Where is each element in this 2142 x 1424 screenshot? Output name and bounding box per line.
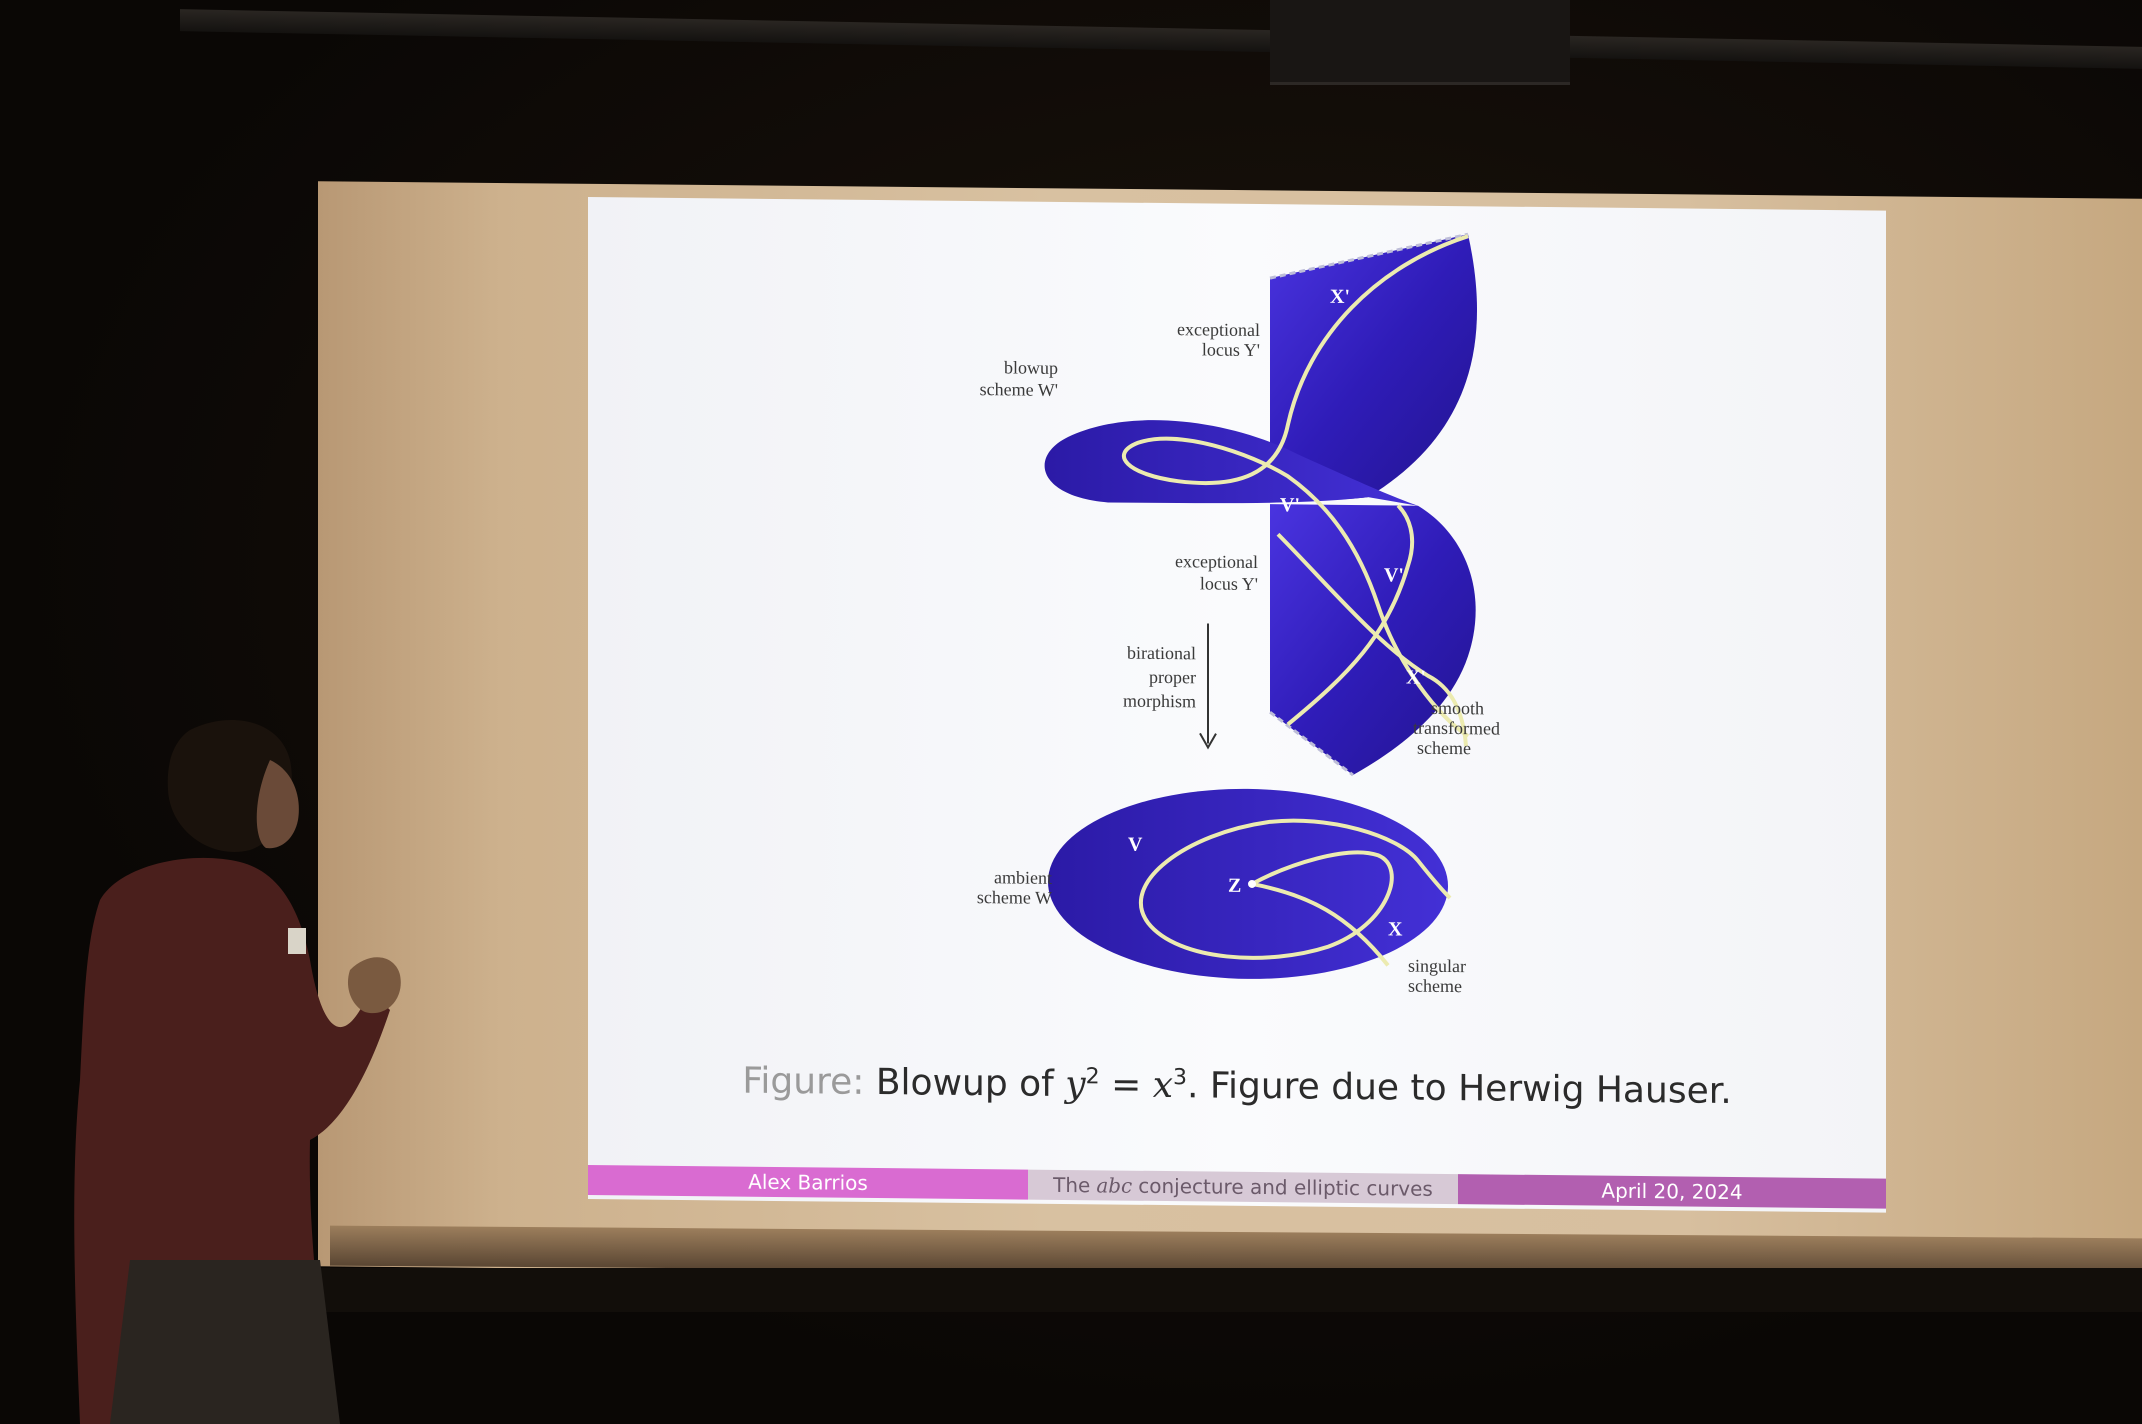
label-exceptional-mid-1: exceptional xyxy=(1175,551,1258,572)
caption-math-rhs-exp: 3 xyxy=(1173,1065,1188,1091)
presentation-slide: X' V' V' X' exceptional locus Y' blowup … xyxy=(588,197,1886,1213)
footer-title: The abc conjecture and elliptic curves xyxy=(1028,1169,1458,1205)
label-ambient-1: ambient xyxy=(994,867,1052,888)
point-z: Z xyxy=(1228,875,1241,897)
footer-title-after: conjecture and elliptic curves xyxy=(1138,1173,1433,1201)
label-exceptional-top-1: exceptional xyxy=(1177,319,1260,340)
point-x-prime-top: X' xyxy=(1330,286,1350,308)
footer-author: Alex Barrios xyxy=(588,1165,1028,1200)
point-v-prime-mid: V' xyxy=(1384,564,1404,586)
point-x: X xyxy=(1388,918,1403,940)
label-exceptional-top-2: locus Y' xyxy=(1202,339,1260,360)
presenter-legs xyxy=(110,1260,340,1424)
curve-lower-cross-2 xyxy=(1286,504,1415,726)
projector-housing xyxy=(1270,0,1570,85)
curve-lower-cross xyxy=(1276,532,1468,747)
presenter-face xyxy=(256,760,299,849)
label-blowup-2: scheme W' xyxy=(980,379,1058,400)
point-x-prime-mid: X' xyxy=(1406,667,1426,689)
label-smooth-2: transformed xyxy=(1413,718,1500,739)
caption-text-after: . Figure due to Herwig Hauser. xyxy=(1187,1065,1732,1112)
footer-date: April 20, 2024 xyxy=(1458,1174,1886,1209)
morphism-arrow-head xyxy=(1199,732,1217,750)
dashed-edge-bottom xyxy=(1269,710,1354,777)
label-birational-2: proper xyxy=(1149,667,1196,687)
caption-math-eq: = xyxy=(1111,1064,1142,1106)
presenter-hands xyxy=(347,957,401,1014)
singular-point-z xyxy=(1248,879,1256,888)
label-smooth-1: smooth xyxy=(1431,698,1484,719)
caption-math-rhs: x xyxy=(1152,1064,1174,1107)
footer-title-math: abc xyxy=(1096,1173,1133,1198)
cusp-branch xyxy=(1251,881,1390,967)
caption-prefix: Figure: xyxy=(742,1060,865,1103)
label-blowup-1: blowup xyxy=(1004,357,1058,378)
presenter-silhouette xyxy=(74,720,401,1424)
caption-math-lhs: y xyxy=(1065,1063,1086,1106)
blowup-figure: X' V' V' X' exceptional locus Y' blowup … xyxy=(977,232,1500,997)
footer-title-before: The xyxy=(1053,1172,1091,1198)
point-v-prime-top: V' xyxy=(1280,494,1300,516)
label-birational-3: morphism xyxy=(1123,691,1196,712)
label-smooth-3: scheme xyxy=(1417,738,1471,759)
label-singular-1: singular xyxy=(1408,956,1466,977)
dashed-edge-top xyxy=(1269,232,1469,280)
curve-upper xyxy=(1122,234,1470,738)
name-badge xyxy=(288,928,306,954)
blowup-upper-sheet xyxy=(1270,234,1477,500)
caption-text-before: Blowup of xyxy=(875,1062,1054,1105)
label-ambient-2: scheme W xyxy=(977,887,1052,908)
caption-math-lhs-exp: 2 xyxy=(1085,1064,1100,1090)
label-exceptional-mid-2: locus Y' xyxy=(1200,573,1258,594)
label-birational-1: birational xyxy=(1127,643,1196,664)
nodal-cubic-loop xyxy=(1139,818,1452,960)
point-v: V xyxy=(1128,834,1143,856)
stage-edge xyxy=(320,1268,2142,1312)
label-singular-2: scheme xyxy=(1408,976,1462,997)
